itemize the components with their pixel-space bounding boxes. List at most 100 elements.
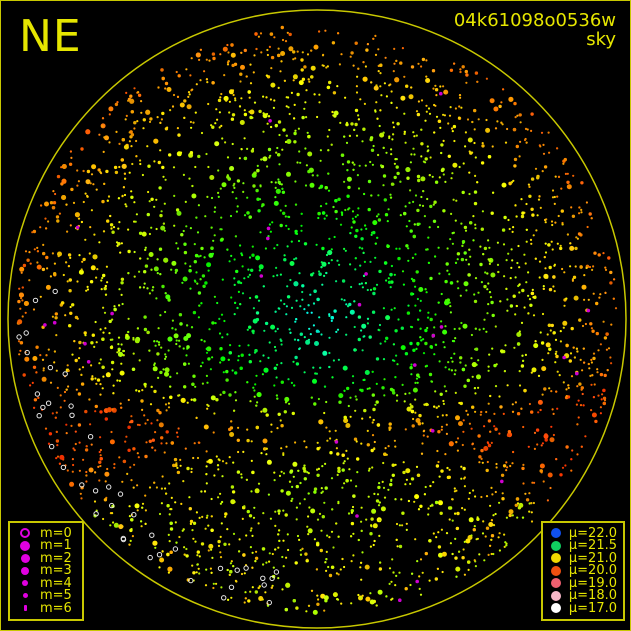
star-point	[364, 272, 368, 276]
star-point	[168, 540, 171, 543]
star-point	[89, 423, 92, 426]
star-point	[499, 300, 502, 303]
star-point	[373, 440, 376, 444]
star-point	[45, 255, 49, 260]
star-point	[583, 361, 586, 364]
star-point	[506, 466, 509, 469]
star-point	[321, 211, 326, 215]
star-point	[454, 219, 457, 222]
star-point	[228, 573, 231, 577]
star-point	[460, 321, 463, 325]
star-point	[186, 401, 189, 404]
star-point	[339, 121, 342, 124]
star-point	[152, 540, 158, 546]
star-point	[249, 590, 252, 593]
star-point	[450, 356, 453, 360]
star-point	[525, 498, 530, 502]
star-point	[133, 220, 136, 223]
star-point	[131, 162, 134, 166]
star-point	[567, 386, 570, 390]
star-point	[127, 228, 130, 231]
star-point	[307, 472, 310, 475]
star-point	[325, 202, 328, 205]
star-point	[517, 284, 520, 288]
star-point	[284, 513, 288, 517]
star-point	[24, 349, 30, 356]
star-point	[408, 219, 411, 223]
star-point	[183, 116, 186, 119]
star-point	[518, 384, 522, 387]
star-point	[69, 481, 75, 487]
star-point	[395, 106, 398, 109]
star-point	[425, 59, 428, 62]
star-point	[20, 271, 23, 274]
star-point	[399, 180, 402, 183]
star-point	[491, 145, 494, 148]
star-point	[280, 51, 286, 56]
star-point	[203, 256, 206, 259]
star-point	[542, 287, 545, 290]
star-point	[415, 110, 419, 113]
star-point	[526, 128, 529, 131]
star-point	[41, 376, 47, 382]
star-point	[438, 272, 441, 275]
star-point	[485, 77, 488, 80]
star-point	[472, 215, 475, 218]
star-point	[500, 101, 503, 104]
star-point	[409, 583, 412, 587]
star-point	[350, 51, 354, 55]
star-point	[420, 128, 423, 131]
star-point	[435, 115, 439, 118]
star-point	[595, 301, 599, 306]
star-point	[338, 400, 342, 404]
star-point	[378, 519, 381, 522]
star-point	[458, 421, 463, 427]
star-point	[371, 508, 377, 514]
star-point	[279, 419, 282, 422]
star-point	[139, 159, 142, 162]
star-point	[390, 308, 393, 311]
star-point	[314, 341, 319, 346]
star-point	[210, 548, 213, 551]
star-point	[236, 205, 239, 208]
star-point	[462, 548, 465, 551]
star-point	[612, 297, 615, 300]
star-point	[248, 514, 253, 518]
star-point	[424, 551, 428, 556]
star-point	[551, 196, 555, 199]
star-point	[423, 215, 426, 218]
star-point	[234, 391, 237, 394]
star-point	[32, 365, 37, 369]
star-point	[162, 222, 165, 225]
star-point	[418, 575, 421, 578]
star-point	[379, 63, 383, 67]
star-point	[18, 292, 24, 298]
star-point	[164, 403, 168, 406]
star-point	[138, 231, 143, 235]
star-point	[226, 63, 230, 66]
star-point	[113, 522, 119, 528]
star-point	[360, 520, 363, 523]
star-point	[176, 95, 180, 98]
star-point	[377, 485, 381, 490]
star-point	[219, 187, 222, 190]
brightness-symbol	[549, 578, 563, 589]
star-point	[356, 214, 359, 217]
star-point	[577, 416, 580, 419]
star-point	[132, 352, 135, 355]
star-point	[444, 300, 450, 306]
star-point	[295, 362, 300, 366]
brightness-legend-entry: μ=21.5	[549, 538, 617, 553]
star-point	[511, 410, 515, 413]
star-point	[262, 112, 265, 115]
star-point	[133, 127, 136, 130]
star-point	[241, 265, 244, 268]
star-point	[527, 445, 530, 448]
star-point	[117, 336, 121, 339]
star-point	[571, 278, 575, 281]
star-point	[371, 163, 374, 166]
star-point	[82, 200, 85, 204]
star-point	[496, 263, 500, 266]
star-point	[242, 182, 245, 185]
star-point	[278, 474, 282, 477]
